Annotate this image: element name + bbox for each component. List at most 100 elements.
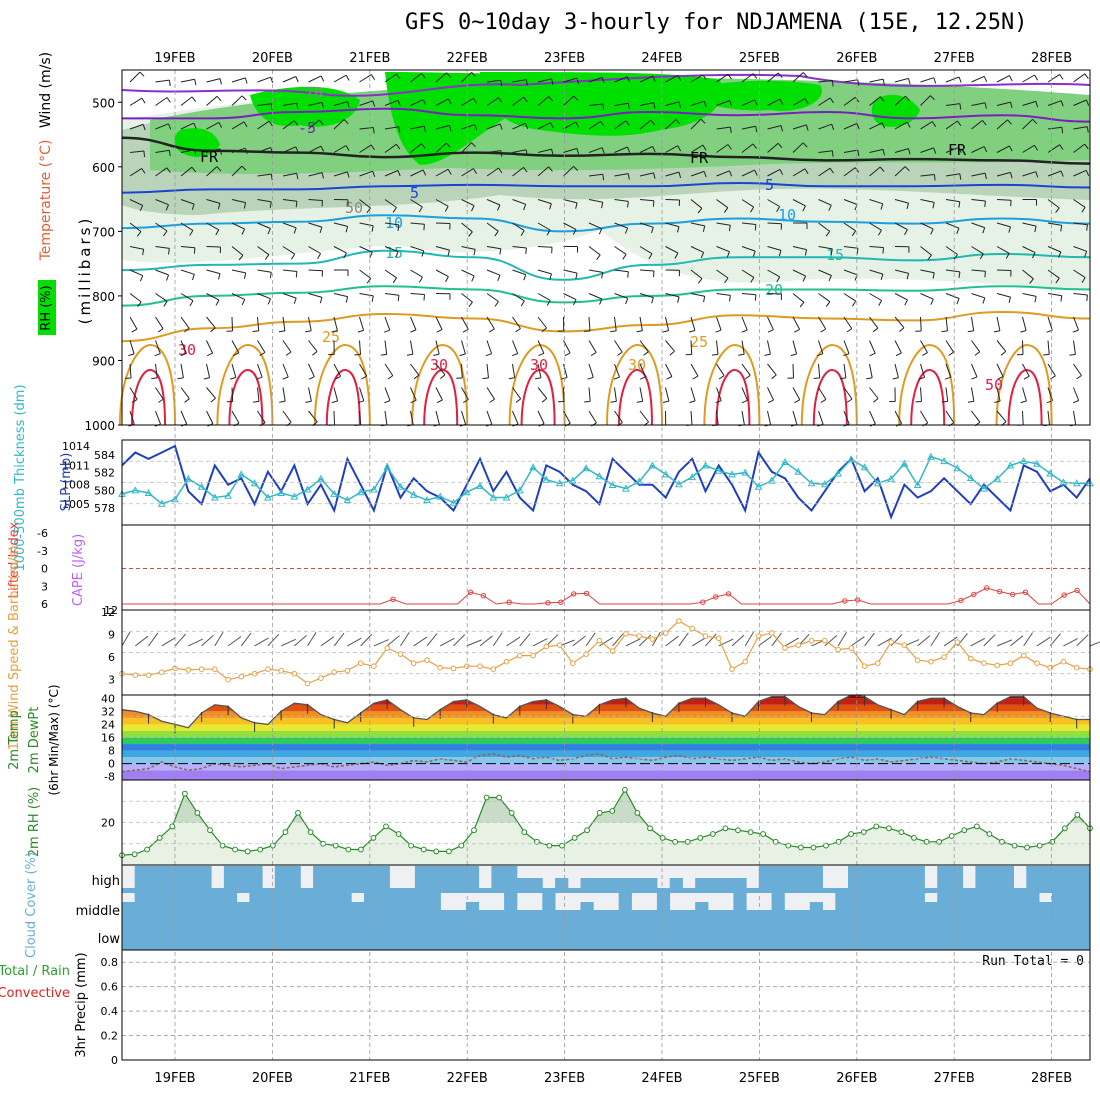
wind-barb <box>665 222 680 228</box>
cloud-low <box>516 922 530 950</box>
wind-barb-flag <box>397 100 401 106</box>
wind-barb <box>690 199 703 209</box>
wind-barb-flag <box>1034 145 1039 151</box>
wind-barb-flag <box>982 227 986 234</box>
wind-barb <box>843 199 858 205</box>
wind-barb-flag <box>193 122 197 129</box>
wind-barb <box>129 97 143 106</box>
wind-barb-flag <box>741 399 748 404</box>
wind-barb <box>741 387 748 401</box>
wind-barb-flag <box>895 352 902 357</box>
wind-barb <box>512 316 521 329</box>
wind-barb-flag <box>846 328 853 333</box>
wind-speed-marker <box>875 660 881 667</box>
wind-barb-flag <box>142 249 145 256</box>
wind-speed-marker <box>278 667 284 674</box>
wind-barb <box>308 172 323 177</box>
wind-barb-10m <box>997 639 1013 647</box>
wind-barb-flag <box>678 171 682 179</box>
wind-barb-flag <box>392 277 398 284</box>
thickness-marker <box>476 481 484 489</box>
wind-barb-flag <box>575 202 578 209</box>
wind-speed-marker <box>914 657 921 664</box>
wind-barb <box>894 222 908 231</box>
wind-barb <box>614 363 620 378</box>
wind-barb-flag <box>345 145 350 151</box>
wind-barb <box>1022 363 1030 377</box>
wind-barb-10m <box>784 637 800 647</box>
wind-label: Wind (m/s) <box>38 52 54 128</box>
wind-barb <box>996 145 1010 153</box>
rh2m-marker <box>219 842 226 849</box>
wind-barb <box>435 269 449 278</box>
thickness-label: 1000-500mb Thickness (dm) <box>13 384 28 571</box>
wind-barb-flag <box>163 301 168 307</box>
cloud-high <box>287 866 301 893</box>
wind-barb-flag <box>418 206 423 213</box>
wind-barb-flag <box>295 76 299 83</box>
cloud-middle <box>542 893 556 922</box>
wind-barb-flag <box>343 119 349 125</box>
wind-barb-flag <box>525 79 528 86</box>
wind-barb <box>206 340 214 354</box>
wind-barb-10m <box>254 637 269 647</box>
wind-barb <box>333 222 348 227</box>
wind-barb <box>920 199 935 203</box>
wind-barb <box>461 387 469 400</box>
wind-barb-10m <box>612 633 624 647</box>
wind-barb-flag <box>1060 100 1064 107</box>
wind-barb <box>741 340 745 355</box>
rh2m-marker <box>1036 842 1043 849</box>
wind-barb <box>308 387 312 402</box>
wind-speed-marker <box>808 637 815 644</box>
wind-barb-flag <box>219 148 223 155</box>
wind-barb <box>333 101 348 106</box>
cloud-high <box>860 866 874 893</box>
wind-barb <box>843 79 858 83</box>
wind-barb <box>818 97 831 106</box>
wind-barb-flag <box>366 207 371 214</box>
wind-barb <box>410 246 424 252</box>
rh2m-marker <box>244 848 251 855</box>
wind-barb <box>308 316 312 331</box>
cloud-middle <box>555 910 569 922</box>
wind-barb-flag <box>752 73 758 79</box>
cloud-low <box>440 922 454 950</box>
wind-barb <box>588 246 601 256</box>
wind-barb-flag <box>139 275 144 282</box>
wind-barb-flag <box>831 80 834 87</box>
wind-barb <box>359 316 365 331</box>
wind-barb-flag <box>546 229 551 236</box>
wind-barb-10m <box>307 632 317 647</box>
cloud-high <box>414 866 429 893</box>
thickness-marker <box>237 470 246 478</box>
cloud-middle <box>567 910 581 922</box>
cloud-low <box>618 922 632 950</box>
rh2m-marker <box>1062 825 1068 832</box>
wind-barb <box>384 199 397 208</box>
cloud-middle <box>122 902 136 922</box>
wind-barb <box>639 199 654 202</box>
wind-barb-10m <box>426 633 438 647</box>
wind-barb-flag <box>652 200 655 207</box>
cloud-high <box>1026 866 1040 893</box>
wind-barb-10m <box>943 636 958 647</box>
wind-barb <box>1022 246 1036 254</box>
rh2m-marker <box>785 842 792 849</box>
wind-barb <box>384 126 399 130</box>
wind-barb <box>792 340 798 355</box>
thickness-marker <box>1019 457 1028 465</box>
cloud-row-label: low <box>98 932 121 947</box>
cloud-high <box>656 888 671 893</box>
cloud-middle <box>364 893 378 922</box>
rh2m-marker <box>810 844 817 851</box>
bottom-date-label: 23FEB <box>544 1071 585 1086</box>
wind-barb-flag <box>880 273 884 280</box>
wind-barb-flag <box>600 121 605 127</box>
y-tick-label: 800 <box>92 290 115 304</box>
warm-cell-orange <box>995 343 1053 426</box>
wind-barb-flag <box>485 353 492 357</box>
wind-barb <box>716 246 730 253</box>
wind-barb-flag <box>440 374 446 379</box>
contour-label: FR <box>948 141 967 159</box>
